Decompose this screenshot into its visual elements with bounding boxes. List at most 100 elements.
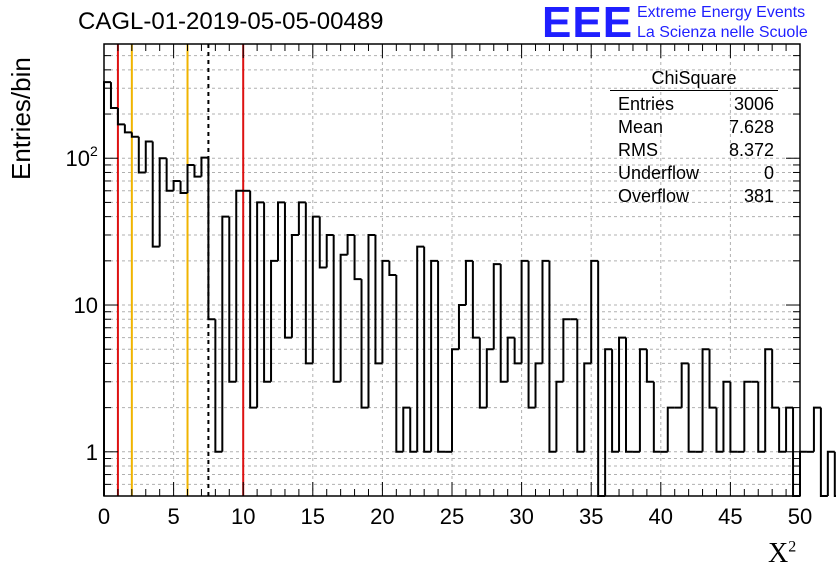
- histogram-bin: [527, 260, 536, 409]
- histogram-bin: [645, 349, 654, 383]
- stats-value: 8.372: [728, 140, 774, 160]
- histogram-bin: [604, 348, 613, 496]
- histogram-bin: [778, 407, 787, 453]
- histogram-bin: [541, 259, 550, 364]
- stats-label: Underflow: [618, 163, 700, 183]
- histogram-bin: [652, 381, 661, 453]
- histogram-bin: [416, 245, 425, 452]
- histogram-bin: [304, 202, 313, 365]
- histogram-bin: [179, 180, 188, 194]
- histogram-bin: [618, 336, 626, 452]
- histogram-bin: [771, 349, 780, 409]
- histogram-bin: [478, 337, 487, 409]
- x-axis-label-base: X: [768, 538, 789, 569]
- stats-row: Mean 7.628: [610, 116, 778, 139]
- histogram-bin: [109, 82, 118, 109]
- stats-title: ChiSquare: [610, 66, 778, 91]
- histogram-bin: [374, 234, 383, 365]
- x-tick-label: 40: [649, 504, 673, 529]
- histogram-bin: [499, 264, 508, 383]
- histogram-bin: [193, 164, 202, 178]
- histogram-bin: [277, 201, 285, 261]
- histogram-bin: [130, 132, 139, 138]
- stats-label: Entries: [618, 94, 675, 114]
- x-tick-label: 45: [718, 504, 742, 529]
- histogram-bin: [548, 260, 557, 453]
- histogram-bin: [708, 349, 717, 409]
- chart-title: CAGL-01-2019-05-05-00489: [78, 8, 384, 35]
- x-tick-label: 20: [370, 504, 394, 529]
- logo-subtitle-1: Extreme Energy Events: [637, 4, 806, 21]
- histogram-bin: [221, 215, 230, 452]
- histogram-bin: [423, 246, 432, 453]
- histogram-bin: [144, 140, 153, 173]
- histogram-bin: [235, 189, 244, 382]
- eee-logo-mark: EEE: [542, 0, 634, 47]
- histogram-bin: [638, 348, 647, 452]
- stats-value: 7.628: [728, 117, 774, 137]
- x-tick-label: 30: [509, 504, 533, 529]
- histogram-bin: [513, 337, 522, 365]
- histogram-bin: [492, 263, 501, 350]
- histogram-bin: [353, 234, 362, 281]
- histogram-bin: [590, 259, 599, 364]
- histogram-bin: [812, 406, 821, 452]
- histogram-bin: [207, 157, 216, 321]
- stats-value: 381: [743, 186, 774, 206]
- histogram-bin: [833, 451, 836, 497]
- logo-subtitle-2: La Scienza nelle Scuole: [637, 24, 808, 41]
- histogram-bin: [576, 319, 585, 453]
- stats-label: RMS: [618, 140, 658, 160]
- stats-row: Entries 3006: [610, 93, 778, 116]
- histogram-bin: [256, 201, 265, 408]
- eee-logo: EEE Extreme Energy Events La Scienza nel…: [542, 0, 836, 48]
- histogram-bin: [534, 362, 543, 408]
- histogram-bin: [464, 259, 473, 306]
- histogram-bin: [172, 179, 181, 191]
- histogram-bin: [785, 406, 794, 452]
- histogram-bin: [722, 380, 731, 452]
- histogram-bin: [165, 158, 174, 192]
- histogram-bin: [562, 318, 571, 382]
- histogram-bin: [757, 381, 766, 453]
- x-tick-label: 0: [98, 504, 110, 529]
- x-axis-label: X2: [768, 538, 796, 570]
- histogram-bin: [200, 156, 209, 177]
- x-tick-label: 10: [231, 504, 255, 529]
- histogram-bin: [743, 380, 752, 452]
- histogram-bin: [228, 216, 237, 383]
- y-tick-label: 10: [74, 293, 98, 318]
- histogram-bin: [249, 190, 258, 409]
- histogram-bin: [297, 201, 306, 235]
- histogram-bin: [437, 260, 446, 453]
- histogram-bin: [367, 233, 376, 408]
- histogram-bin: [799, 450, 807, 496]
- histogram-bin: [520, 259, 529, 364]
- x-tick-label: 50: [788, 504, 812, 529]
- stats-value: 0: [763, 163, 774, 183]
- stats-box: ChiSquare Entries 3006 Mean 7.628 RMS 8.372…: [610, 66, 778, 208]
- x-tick-label: 35: [579, 504, 603, 529]
- histogram-bin: [270, 259, 278, 382]
- histogram-bin: [506, 336, 515, 382]
- histogram-bin: [555, 380, 564, 452]
- histogram-bin: [597, 260, 606, 497]
- stats-row: RMS 8.372: [610, 139, 778, 162]
- histogram-bin: [325, 233, 334, 268]
- histogram-bin: [137, 136, 146, 174]
- histogram-bin: [471, 260, 480, 339]
- histogram-bin: [290, 233, 299, 338]
- histogram-bin: [186, 163, 195, 193]
- histogram-bin: [430, 259, 439, 452]
- histogram-bin: [729, 381, 738, 453]
- histogram-bin: [346, 233, 355, 255]
- histogram-bin: [611, 349, 620, 453]
- x-tick-label: 25: [440, 504, 464, 529]
- histogram-bin: [263, 202, 272, 383]
- histogram-bin: [715, 407, 724, 453]
- y-axis-label: Entries/bin: [6, 57, 36, 180]
- histogram-bin: [583, 362, 592, 452]
- histogram-bin: [451, 348, 459, 452]
- x-axis-label-sup: 2: [788, 538, 797, 556]
- histogram-bin: [395, 275, 404, 453]
